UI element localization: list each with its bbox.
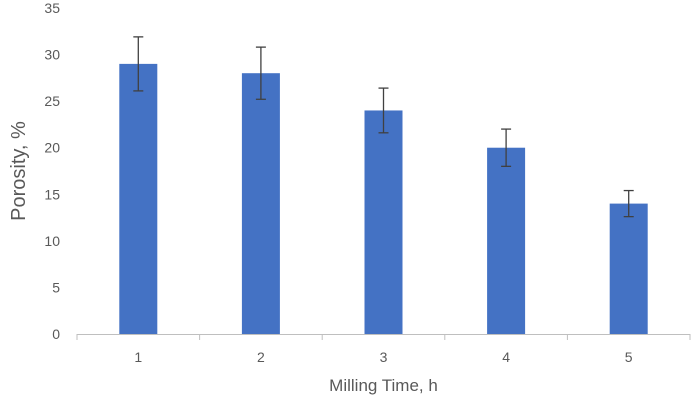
y-axis-title: Porosity, % (8, 121, 30, 221)
y-tick-label: 15 (44, 186, 60, 202)
y-axis-ticks: 0 5 10 15 20 25 30 35 (44, 0, 60, 342)
error-bar-1 (133, 36, 144, 92)
bar-5 (609, 203, 648, 334)
error-bar-4 (501, 128, 512, 167)
bars-group (119, 63, 648, 335)
error-bars-group (133, 36, 634, 218)
x-tick-label: 1 (134, 349, 142, 365)
x-axis-title: Milling Time, h (329, 376, 438, 395)
y-tick-label: 30 (44, 47, 60, 63)
error-bar-3 (378, 87, 389, 134)
y-tick-label: 10 (44, 233, 60, 249)
y-tick-label: 20 (44, 140, 60, 156)
y-tick-label: 35 (44, 0, 60, 16)
bar-4 (487, 147, 526, 334)
y-tick-label: 5 (52, 279, 60, 295)
bar-3 (364, 110, 403, 334)
y-tick-label: 25 (44, 93, 60, 109)
bar-1 (119, 63, 158, 335)
x-tick-label: 4 (502, 349, 510, 365)
bar-2 (241, 73, 280, 334)
x-tick-label: 5 (625, 349, 633, 365)
x-axis-ticks: 1 2 3 4 5 (76, 334, 691, 365)
error-bar-2 (255, 46, 266, 100)
y-tick-label: 0 (52, 326, 60, 342)
x-tick-label: 3 (380, 349, 388, 365)
x-tick-label: 2 (257, 349, 265, 365)
error-bar-5 (623, 189, 634, 218)
